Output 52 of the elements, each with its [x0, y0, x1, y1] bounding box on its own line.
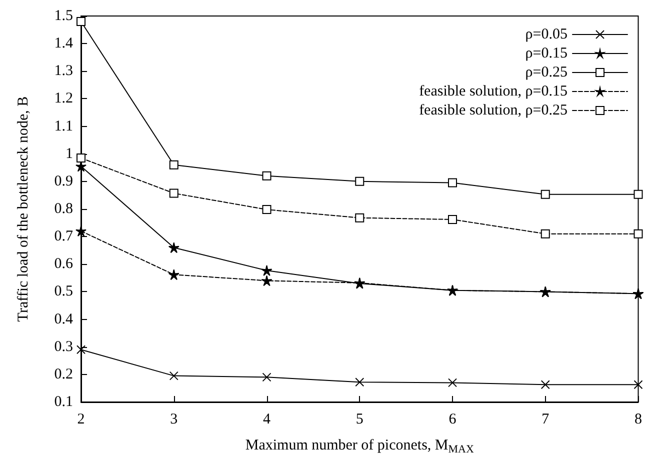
y-tick-label: 0.7	[54, 228, 74, 245]
x-tick-label: 5	[356, 412, 364, 428]
y-tick-label: 1.3	[54, 63, 73, 80]
x-tick-label: 2	[77, 412, 85, 428]
y-tick-label: 1	[66, 146, 73, 162]
x-tick-label: 4	[263, 412, 271, 428]
y-tick-label: 0.2	[54, 366, 73, 382]
point	[448, 178, 457, 188]
x-tick-label: 8	[634, 412, 642, 428]
point	[168, 242, 180, 254]
y-tick-label: 0.8	[54, 201, 73, 217]
point	[355, 213, 364, 222]
point	[355, 378, 364, 387]
point	[448, 214, 457, 224]
y-tick-label: 1.5	[54, 8, 73, 24]
legend-label: ρ=0.25	[525, 64, 568, 80]
y-tick-label: 0.1	[54, 394, 73, 410]
point	[261, 275, 272, 286]
y-axis-title: Traffic load of the bottleneck node, B	[16, 96, 32, 322]
legend-label: ρ=0.15	[525, 46, 568, 62]
point	[634, 190, 643, 199]
x-tick-label: 3	[170, 412, 178, 428]
point	[634, 380, 643, 390]
y-tick-label: 1.2	[54, 90, 73, 107]
point	[76, 153, 86, 162]
point	[76, 226, 86, 237]
y-tick-label: 0.9	[54, 173, 73, 190]
point	[448, 378, 457, 388]
point	[540, 380, 550, 390]
point	[634, 229, 643, 238]
point	[262, 171, 272, 180]
point	[169, 371, 178, 380]
y-tick-label: 0.6	[54, 256, 74, 272]
legend-label: feasible solution, ρ=0.25	[419, 102, 568, 118]
point	[540, 190, 550, 199]
point	[169, 188, 178, 198]
point	[355, 176, 364, 186]
legend-label: ρ=0.05	[525, 26, 568, 42]
point	[168, 269, 180, 280]
point	[261, 264, 272, 276]
legend-label: feasible solution, ρ=0.15	[419, 84, 568, 100]
point	[262, 372, 272, 382]
x-tick-label: 6	[448, 412, 457, 428]
y-tick-label: 0.4	[54, 311, 74, 328]
point	[540, 229, 550, 238]
y-tick-label: 1.4	[54, 36, 74, 52]
x-tick-label: 7	[542, 412, 550, 428]
point	[169, 160, 178, 170]
y-tick-label: 0.3	[54, 338, 73, 355]
point	[262, 205, 272, 214]
y-tick-label: 0.5	[54, 284, 73, 300]
y-tick-label: 1.1	[54, 118, 73, 134]
